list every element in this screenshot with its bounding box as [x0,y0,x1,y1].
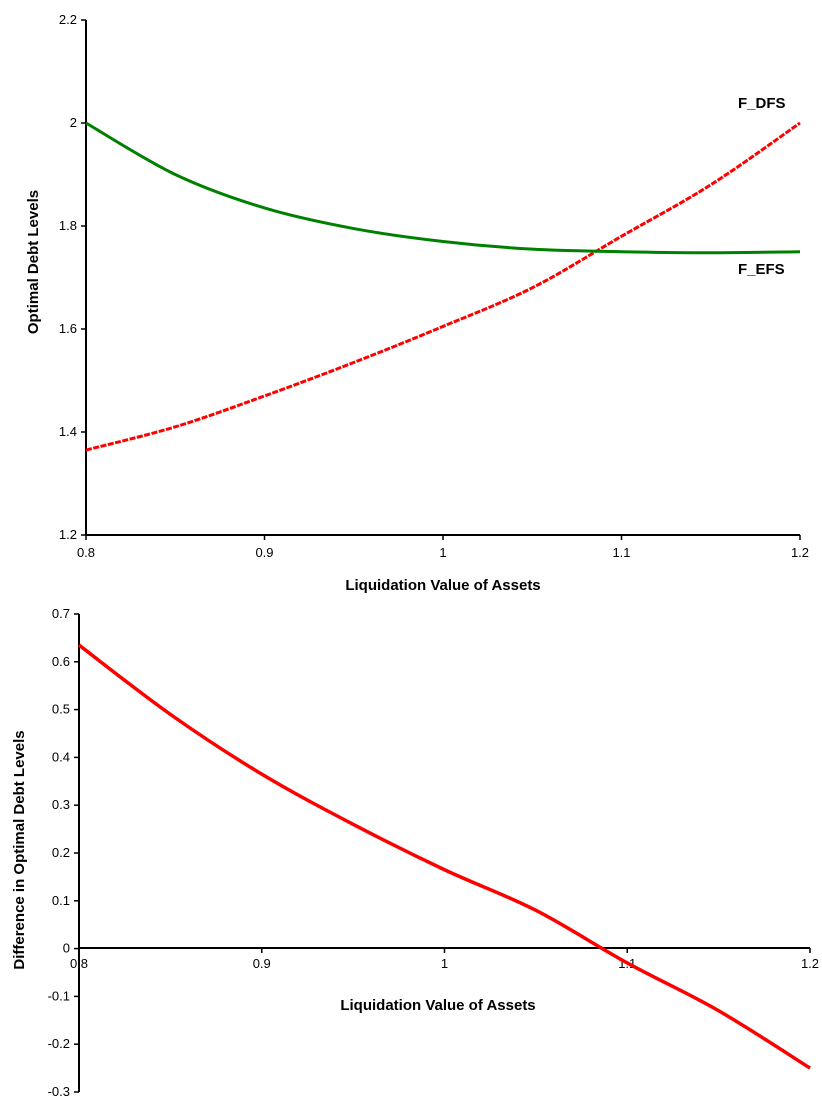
bottom-y-tick-label: 0.2 [52,845,70,860]
top-x-tick-label: 0.9 [255,545,273,560]
top-y-tick-label: 1.2 [59,527,77,542]
bottom-x-tick-label: 1 [441,956,448,971]
bottom-y-axis-title: Difference in Optimal Debt Levels [11,730,28,969]
top-x-tick-label: 0.8 [77,545,95,560]
bottom-x-axis-title: Liquidation Value of Assets [340,997,535,1014]
bottom-y-tick-label: -0.3 [48,1084,70,1099]
series-label-f-efs: F_EFS [738,261,785,278]
top-y-tick-label: 1.6 [59,321,77,336]
bottom-y-tick-label: -0.1 [48,988,70,1003]
series-line-f-efs [85,121,801,255]
bottom-y-tick-label: 0.6 [52,654,70,669]
bottom-x-tick-label: 0.9 [253,956,271,971]
top-y-tick-label: 1.8 [59,218,77,233]
bottom-x-tick-label: 0.8 [70,956,88,971]
top-y-axis-title: Optimal Debt Levels [25,190,42,334]
bottom-y-tick-label: -0.2 [48,1036,70,1051]
bottom-y-tick-label: 0.5 [52,702,70,717]
bottom-series [77,643,811,1070]
top-chart: 1.2 1.4 1.6 1.8 2 2.2 0.8 0.9 1 1.1 1.2 Liquidatio… [25,12,809,594]
top-x-tick-label: 1.2 [791,545,809,560]
series-line-f-dfs [85,121,801,452]
top-y-tick-label: 2 [70,115,77,130]
bottom-y-tick-label: 0 [63,941,70,956]
top-y-tick-label: 2.2 [59,12,77,27]
bottom-y-tick-label: 0.4 [52,749,70,764]
bottom-chart: -0.3 -0.2 -0.1 0 0.1 0.2 0.3 0.4 0.5 0.6 0.7 0.8 0.9… [11,606,819,1099]
top-x-axis-title: Liquidation Value of Assets [345,577,540,594]
top-ticks: 1.2 1.4 1.6 1.8 2 2.2 0.8 0.9 1 1.1 1.2 [59,12,809,560]
bottom-y-tick-label: 0.3 [52,797,70,812]
bottom-x-tick-label: 1.2 [801,956,819,971]
bottom-ticks: -0.3 -0.2 -0.1 0 0.1 0.2 0.3 0.4 0.5 0.6 0.7 0.8 0.9… [48,606,819,1099]
series-label-f-dfs: F_DFS [738,95,786,112]
series-line-difference [77,643,811,1070]
bottom-y-tick-label: 0.7 [52,606,70,621]
top-x-tick-label: 1 [439,545,446,560]
top-y-tick-label: 1.4 [59,424,77,439]
top-x-tick-label: 1.1 [612,545,630,560]
top-series [85,121,801,452]
bottom-y-tick-label: 0.1 [52,893,70,908]
